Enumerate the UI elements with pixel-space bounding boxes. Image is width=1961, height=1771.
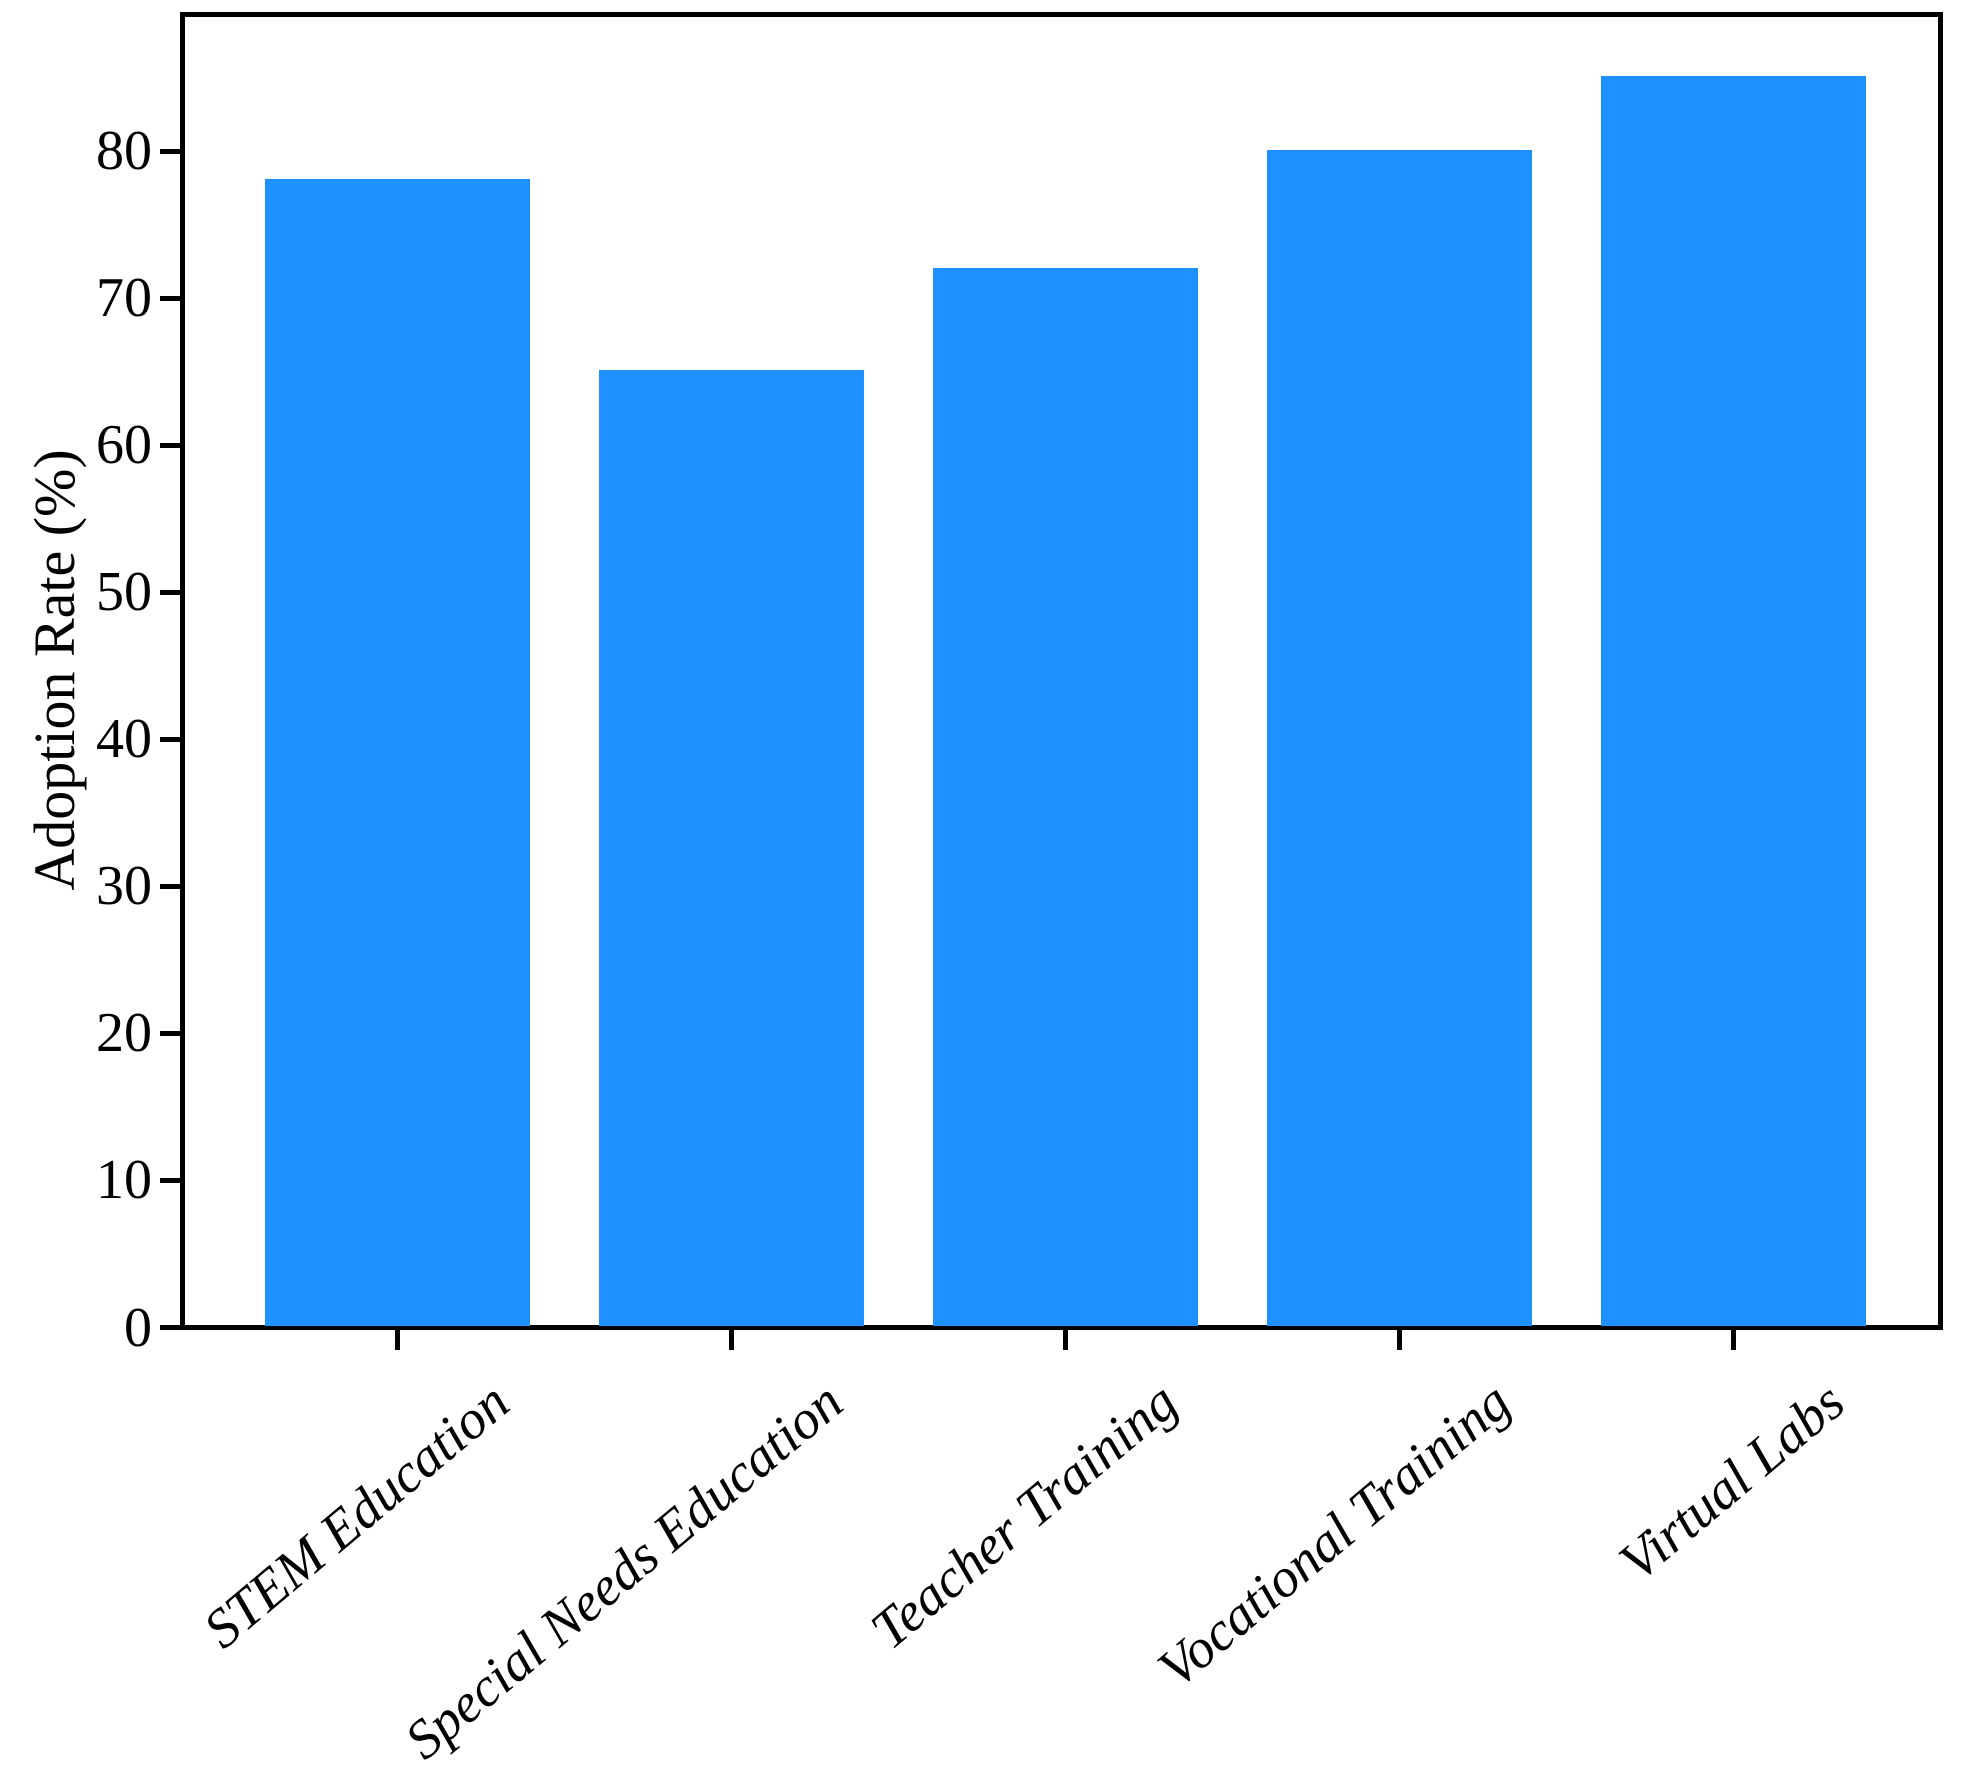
- y-tick-mark-0: [160, 1325, 180, 1330]
- x-tick-label-2: Teacher Training: [858, 1370, 1188, 1661]
- y-tick-mark-6: [160, 442, 180, 448]
- y-tick-label-3: 30: [96, 855, 152, 918]
- y-tick-mark-4: [160, 736, 180, 742]
- y-tick-label-4: 40: [96, 708, 152, 771]
- bar-1: [598, 370, 864, 1326]
- y-tick-mark-3: [160, 883, 180, 889]
- y-tick-label-7: 70: [96, 267, 152, 330]
- axis-spine-top: [180, 12, 1943, 17]
- x-tick-mark-0: [394, 1330, 400, 1350]
- axis-spine-bottom: [180, 1325, 1943, 1330]
- x-tick-label-0: STEM Education: [191, 1370, 520, 1660]
- y-tick-mark-2: [160, 1030, 180, 1036]
- y-tick-label-5: 50: [96, 561, 152, 624]
- bar-chart-figure: 0 10 20 30 40 50 60 70 80 STEM Education Special …: [22, 12, 1943, 1771]
- y-tick-label-6: 60: [96, 414, 152, 477]
- y-tick-label-0: 0: [124, 1296, 152, 1359]
- y-tick-mark-5: [160, 589, 180, 595]
- y-tick-mark-7: [160, 295, 180, 301]
- y-tick-label-8: 80: [96, 120, 152, 183]
- axis-spine-left: [180, 12, 185, 1330]
- plot-area: [185, 14, 1938, 1326]
- x-tick-mark-4: [1730, 1330, 1736, 1350]
- bar-2: [932, 268, 1198, 1326]
- y-tick-label-2: 20: [96, 1002, 152, 1065]
- bar-0: [264, 179, 530, 1326]
- y-tick-mark-1: [160, 1177, 180, 1183]
- x-tick-mark-1: [728, 1330, 734, 1350]
- y-tick-label-1: 10: [96, 1149, 152, 1212]
- bar-4: [1600, 76, 1866, 1326]
- bar-3: [1266, 150, 1532, 1326]
- x-tick-mark-3: [1396, 1330, 1402, 1350]
- y-axis-label: Adoption Rate (%): [22, 449, 87, 891]
- axis-spine-right: [1938, 12, 1943, 1330]
- y-tick-mark-8: [160, 148, 180, 154]
- x-tick-label-3: Vocational Training: [1146, 1370, 1522, 1700]
- x-tick-label-4: Virtual Labs: [1607, 1370, 1856, 1593]
- x-tick-mark-2: [1062, 1330, 1068, 1350]
